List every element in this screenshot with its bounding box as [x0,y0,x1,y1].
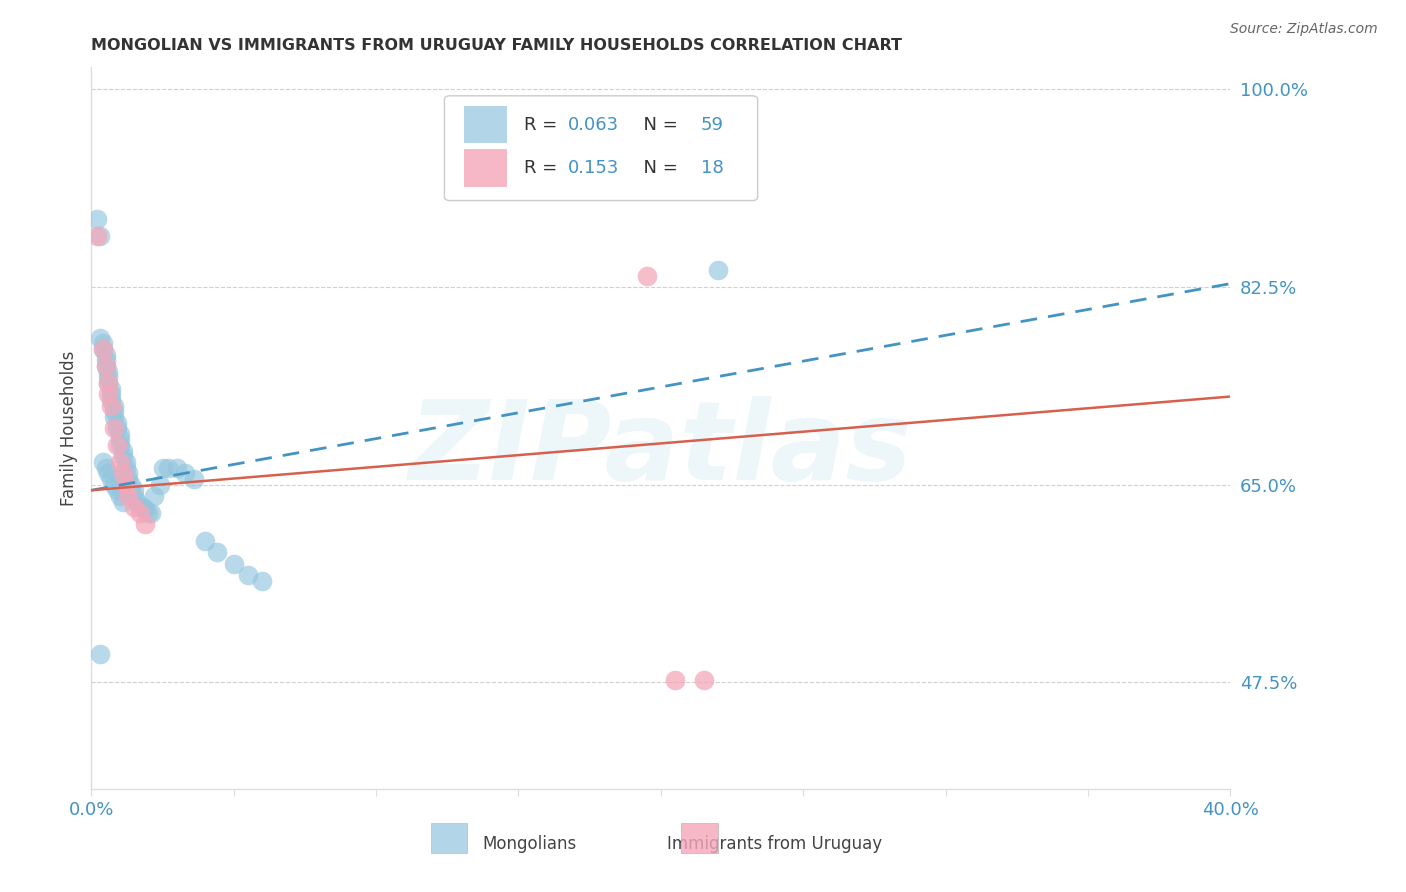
Point [111,443,134,458]
Point [131,500,153,515]
Text: Immigrants from Uruguay: Immigrants from Uruguay [666,835,883,853]
Point [194,534,217,549]
Point [100,392,122,407]
Text: N =: N = [633,116,683,134]
Point [94,460,117,475]
Point [236,568,259,582]
Point [108,489,131,503]
Point [89,229,111,244]
Point [138,506,160,520]
Text: 0.063: 0.063 [568,116,619,134]
Point [152,460,174,475]
Point [103,404,125,418]
Point [97,467,120,481]
Point [122,489,145,503]
Point [111,494,134,508]
Point [105,438,128,452]
Text: Source: ZipAtlas.com: Source: ZipAtlas.com [1230,22,1378,37]
Point [86,229,108,244]
Point [111,467,134,481]
Point [205,545,228,559]
Point [89,331,111,345]
Point [100,387,122,401]
Point [94,359,117,373]
Point [114,460,136,475]
Text: Mongolians: Mongolians [482,835,576,853]
Point [91,336,114,351]
Point [108,455,131,469]
Point [86,212,108,227]
Point [97,387,120,401]
Point [108,426,131,441]
Text: 18: 18 [700,159,724,177]
Point [117,467,139,481]
Point [114,477,136,491]
FancyBboxPatch shape [464,106,508,144]
Text: 0.153: 0.153 [568,159,619,177]
Text: R =: R = [524,159,564,177]
Point [91,342,114,356]
Text: 59: 59 [700,116,724,134]
FancyBboxPatch shape [444,95,758,201]
Point [105,416,128,430]
Point [122,500,145,515]
Point [100,382,122,396]
Point [97,376,120,390]
Text: N =: N = [633,159,683,177]
Point [114,455,136,469]
Point [134,517,156,532]
Point [103,421,125,435]
Point [143,489,166,503]
Point [250,574,273,588]
Text: R =: R = [524,116,564,134]
Point [103,409,125,424]
Point [100,472,122,486]
Text: ZIPatlas: ZIPatlas [409,396,912,503]
Point [94,348,117,362]
Point [636,268,658,283]
Point [97,365,120,379]
Point [91,455,114,469]
Point [97,370,120,384]
Point [157,460,180,475]
Bar [430,822,467,853]
Point [120,477,142,491]
Point [89,647,111,661]
Point [117,472,139,486]
Y-axis label: Family Households: Family Households [59,351,77,506]
Bar [682,822,718,853]
Point [111,450,134,464]
Point [125,494,148,508]
Point [103,477,125,491]
Point [222,557,245,571]
Point [183,472,205,486]
Point [128,506,150,520]
Point [105,483,128,498]
Text: MONGOLIAN VS IMMIGRANTS FROM URUGUAY FAMILY HOUSEHOLDS CORRELATION CHART: MONGOLIAN VS IMMIGRANTS FROM URUGUAY FAM… [91,38,903,54]
Point [105,421,128,435]
Point [122,483,145,498]
Point [174,467,197,481]
Point [134,502,156,516]
Point [117,489,139,503]
Point [166,460,188,475]
Point [664,673,686,687]
Point [103,399,125,413]
Point [97,376,120,390]
Point [91,342,114,356]
Point [706,263,728,277]
Point [94,353,117,368]
Point [100,399,122,413]
Point [108,433,131,447]
FancyBboxPatch shape [464,149,508,186]
Point [94,359,117,373]
Point [149,477,172,491]
Point [141,506,163,520]
Point [108,438,131,452]
Point [692,673,714,687]
Point [128,500,150,515]
